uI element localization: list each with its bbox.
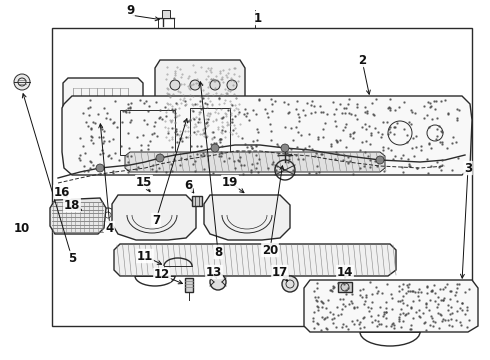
Bar — [162, 10, 170, 18]
Circle shape — [170, 80, 180, 90]
Polygon shape — [63, 78, 143, 140]
Circle shape — [96, 164, 104, 172]
Text: 9: 9 — [126, 4, 134, 17]
Text: 18: 18 — [64, 198, 80, 212]
Circle shape — [376, 156, 384, 164]
Text: 11: 11 — [137, 249, 153, 262]
Polygon shape — [204, 195, 290, 240]
Bar — [192, 196, 202, 206]
Text: 1: 1 — [254, 12, 262, 24]
Polygon shape — [304, 280, 478, 332]
Circle shape — [190, 80, 200, 90]
Text: 19: 19 — [222, 176, 238, 189]
Text: 4: 4 — [106, 221, 114, 234]
Bar — [338, 282, 352, 292]
Circle shape — [228, 111, 236, 119]
Circle shape — [210, 80, 220, 90]
Polygon shape — [155, 60, 245, 142]
Text: 13: 13 — [206, 266, 222, 279]
Circle shape — [210, 274, 226, 290]
Circle shape — [211, 111, 219, 119]
Bar — [87, 210, 92, 215]
Text: 5: 5 — [68, 252, 76, 265]
Polygon shape — [62, 96, 472, 175]
Polygon shape — [125, 152, 385, 172]
Bar — [190, 108, 230, 158]
Bar — [185, 278, 193, 292]
Circle shape — [227, 80, 237, 90]
Text: 6: 6 — [184, 179, 192, 192]
Circle shape — [156, 154, 164, 162]
Polygon shape — [50, 198, 106, 234]
Circle shape — [191, 111, 199, 119]
Circle shape — [281, 144, 289, 152]
Polygon shape — [112, 195, 196, 240]
Text: 20: 20 — [262, 243, 278, 257]
Text: 16: 16 — [54, 185, 70, 198]
Bar — [120, 110, 175, 155]
Text: 8: 8 — [214, 246, 222, 258]
Bar — [93, 210, 98, 215]
Circle shape — [211, 144, 219, 152]
Polygon shape — [114, 244, 396, 276]
Text: 14: 14 — [337, 266, 353, 279]
Text: 10: 10 — [14, 221, 30, 234]
Text: 7: 7 — [152, 213, 160, 226]
Circle shape — [171, 111, 179, 119]
Text: 2: 2 — [358, 54, 366, 67]
Text: 3: 3 — [464, 162, 472, 175]
Circle shape — [14, 74, 30, 90]
Text: 12: 12 — [154, 269, 170, 282]
Bar — [52, 28, 472, 326]
Text: 15: 15 — [136, 176, 152, 189]
Circle shape — [282, 276, 298, 292]
Bar — [84, 208, 100, 222]
Text: 17: 17 — [272, 266, 288, 279]
